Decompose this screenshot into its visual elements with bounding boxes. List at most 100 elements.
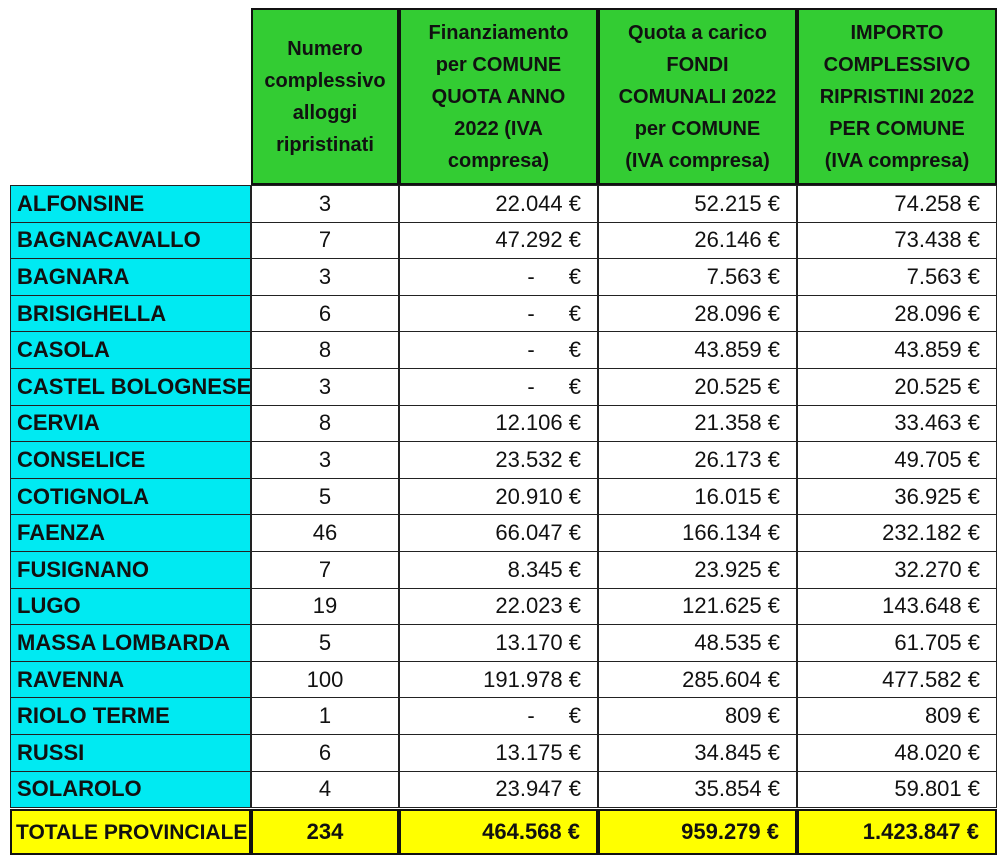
table-cell-comune: BRISIGHELLA (10, 294, 251, 333)
currency-symbol: € (568, 263, 581, 289)
dash-value: - (527, 703, 535, 729)
table-cell-alloggi: 46 (251, 514, 399, 552)
table-cell-comune: RIOLO TERME (10, 697, 251, 735)
table-cell-comune: LUGO (10, 587, 251, 626)
table-cell-alloggi: 19 (251, 587, 399, 626)
table-cell-alloggi: 4 (251, 770, 399, 809)
table-cell-comune: RUSSI (10, 734, 251, 772)
column-header-alloggi: Numero complessivo alloggi ripristinati (251, 8, 399, 185)
table-cell-quota: 809 € (598, 697, 797, 735)
total-cell-quota: 959.279 € (598, 809, 797, 855)
table-cell-finanziamento: 66.047 € (399, 514, 598, 552)
table-cell-comune: SOLAROLO (10, 770, 251, 809)
table-cell-importo: 32.270 € (797, 551, 997, 589)
table-cell-importo: 232.182 € (797, 514, 997, 552)
dash-value: - (527, 373, 535, 399)
table-cell-quota: 7.563 € (598, 258, 797, 296)
table-cell-finanziamento: 47.292 € (399, 221, 598, 260)
table-cell-comune: RAVENNA (10, 660, 251, 699)
table-cell-alloggi: 3 (251, 368, 399, 406)
table-cell-importo: 33.463 € (797, 404, 997, 443)
table-cell-quota: 20.525 € (598, 368, 797, 406)
table-cell-importo: 59.801 € (797, 770, 997, 809)
table-cell-comune: CASOLA (10, 331, 251, 369)
dash-value: - (527, 263, 535, 289)
table-cell-importo: 143.648 € (797, 587, 997, 626)
table-cell-importo: 48.020 € (797, 734, 997, 772)
table-cell-importo: 20.525 € (797, 368, 997, 406)
total-cell-importo: 1.423.847 € (797, 809, 997, 855)
table-cell-quota: 21.358 € (598, 404, 797, 443)
dash-value: - (527, 337, 535, 363)
table-cell-importo: 7.563 € (797, 258, 997, 296)
table-cell-quota: 121.625 € (598, 587, 797, 626)
table-cell-finanziamento: 12.106 € (399, 404, 598, 443)
table-cell-comune: MASSA LOMBARDA (10, 624, 251, 662)
currency-symbol: € (568, 703, 581, 729)
table-cell-importo: 43.859 € (797, 331, 997, 369)
table-cell-importo: 477.582 € (797, 660, 997, 699)
table-cell-finanziamento: - € (399, 331, 598, 369)
table-cell-quota: 43.859 € (598, 331, 797, 369)
table-cell-finanziamento: - € (399, 258, 598, 296)
total-cell-comune: TOTALE PROVINCIALE (10, 809, 251, 855)
table-cell-finanziamento: 13.175 € (399, 734, 598, 772)
table-cell-finanziamento: 8.345 € (399, 551, 598, 589)
table-cell-importo: 49.705 € (797, 441, 997, 479)
column-header-importo: IMPORTO COMPLESSIVO RIPRISTINI 2022 PER … (797, 8, 997, 185)
table-cell-alloggi: 3 (251, 258, 399, 296)
table-cell-alloggi: 3 (251, 441, 399, 479)
table-cell-importo: 73.438 € (797, 221, 997, 260)
table-cell-comune: CONSELICE (10, 441, 251, 479)
total-cell-finanziamento: 464.568 € (399, 809, 598, 855)
table-cell-alloggi: 5 (251, 477, 399, 516)
table-cell-alloggi: 1 (251, 697, 399, 735)
currency-symbol: € (568, 337, 581, 363)
table-cell-quota: 26.146 € (598, 221, 797, 260)
column-header-quota: Quota a carico FONDI COMUNALI 2022 per C… (598, 8, 797, 185)
table-cell-alloggi: 5 (251, 624, 399, 662)
table-cell-importo: 74.258 € (797, 185, 997, 223)
table-cell-comune: FAENZA (10, 514, 251, 552)
table-cell-finanziamento: - € (399, 697, 598, 735)
table-cell-finanziamento: 20.910 € (399, 477, 598, 516)
table-cell-importo: 36.925 € (797, 477, 997, 516)
currency-symbol: € (568, 300, 581, 326)
table-cell-comune: BAGNACAVALLO (10, 221, 251, 260)
table-cell-quota: 26.173 € (598, 441, 797, 479)
table-cell-finanziamento: 191.978 € (399, 660, 598, 699)
table-cell-alloggi: 7 (251, 551, 399, 589)
table-cell-alloggi: 3 (251, 185, 399, 223)
table-cell-comune: FUSIGNANO (10, 551, 251, 589)
table-cell-finanziamento: 23.947 € (399, 770, 598, 809)
table-cell-quota: 34.845 € (598, 734, 797, 772)
table-cell-importo: 809 € (797, 697, 997, 735)
table-cell-alloggi: 7 (251, 221, 399, 260)
table-cell-comune: BAGNARA (10, 258, 251, 296)
table-cell-finanziamento: 23.532 € (399, 441, 598, 479)
table-cell-alloggi: 6 (251, 294, 399, 333)
table-cell-comune: COTIGNOLA (10, 477, 251, 516)
table-cell-finanziamento: - € (399, 294, 598, 333)
table-cell-quota: 166.134 € (598, 514, 797, 552)
table-cell-alloggi: 8 (251, 404, 399, 443)
table-cell-importo: 28.096 € (797, 294, 997, 333)
dash-value: - (527, 300, 535, 326)
table-cell-quota: 35.854 € (598, 770, 797, 809)
table-cell-quota: 16.015 € (598, 477, 797, 516)
column-header-finanziamento: Finanziamento per COMUNE QUOTA ANNO 2022… (399, 8, 598, 185)
table-cell-finanziamento: 22.044 € (399, 185, 598, 223)
table-cell-importo: 61.705 € (797, 624, 997, 662)
table-cell-quota: 28.096 € (598, 294, 797, 333)
table-cell-alloggi: 8 (251, 331, 399, 369)
table-cell-finanziamento: 13.170 € (399, 624, 598, 662)
table-cell-comune: ALFONSINE (10, 185, 251, 223)
total-cell-alloggi: 234 (251, 809, 399, 855)
table-cell-alloggi: 6 (251, 734, 399, 772)
table-cell-comune: CERVIA (10, 404, 251, 443)
table-cell-quota: 52.215 € (598, 185, 797, 223)
table-cell-quota: 48.535 € (598, 624, 797, 662)
table-cell-comune: CASTEL BOLOGNESE (10, 368, 251, 406)
table-cell-finanziamento: 22.023 € (399, 587, 598, 626)
